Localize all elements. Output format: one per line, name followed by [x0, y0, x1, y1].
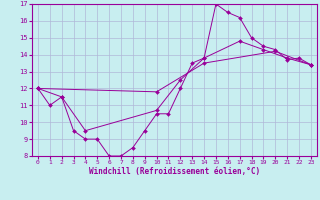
- X-axis label: Windchill (Refroidissement éolien,°C): Windchill (Refroidissement éolien,°C): [89, 167, 260, 176]
